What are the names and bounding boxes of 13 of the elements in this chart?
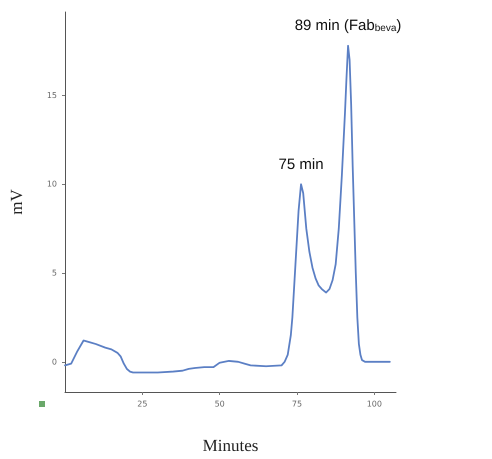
x-tick-label: 75 [292,400,302,408]
x-axis-title: Minutes [202,436,258,455]
y-tick-label: 15 [46,90,57,100]
annotation: 75 min [278,156,324,174]
y-axis-title: mV [7,188,26,215]
annotation: 89 min (Fabbeva) [294,17,402,34]
y-tick-label: 5 [52,268,57,278]
line-series [64,44,391,374]
x-tick-label: 50 [214,400,225,408]
x-tick-label: 100 [366,400,382,408]
x-tick-label: 25 [137,400,148,408]
y-tick-label: 0 [52,357,57,366]
y-tick-label: 10 [46,180,57,189]
